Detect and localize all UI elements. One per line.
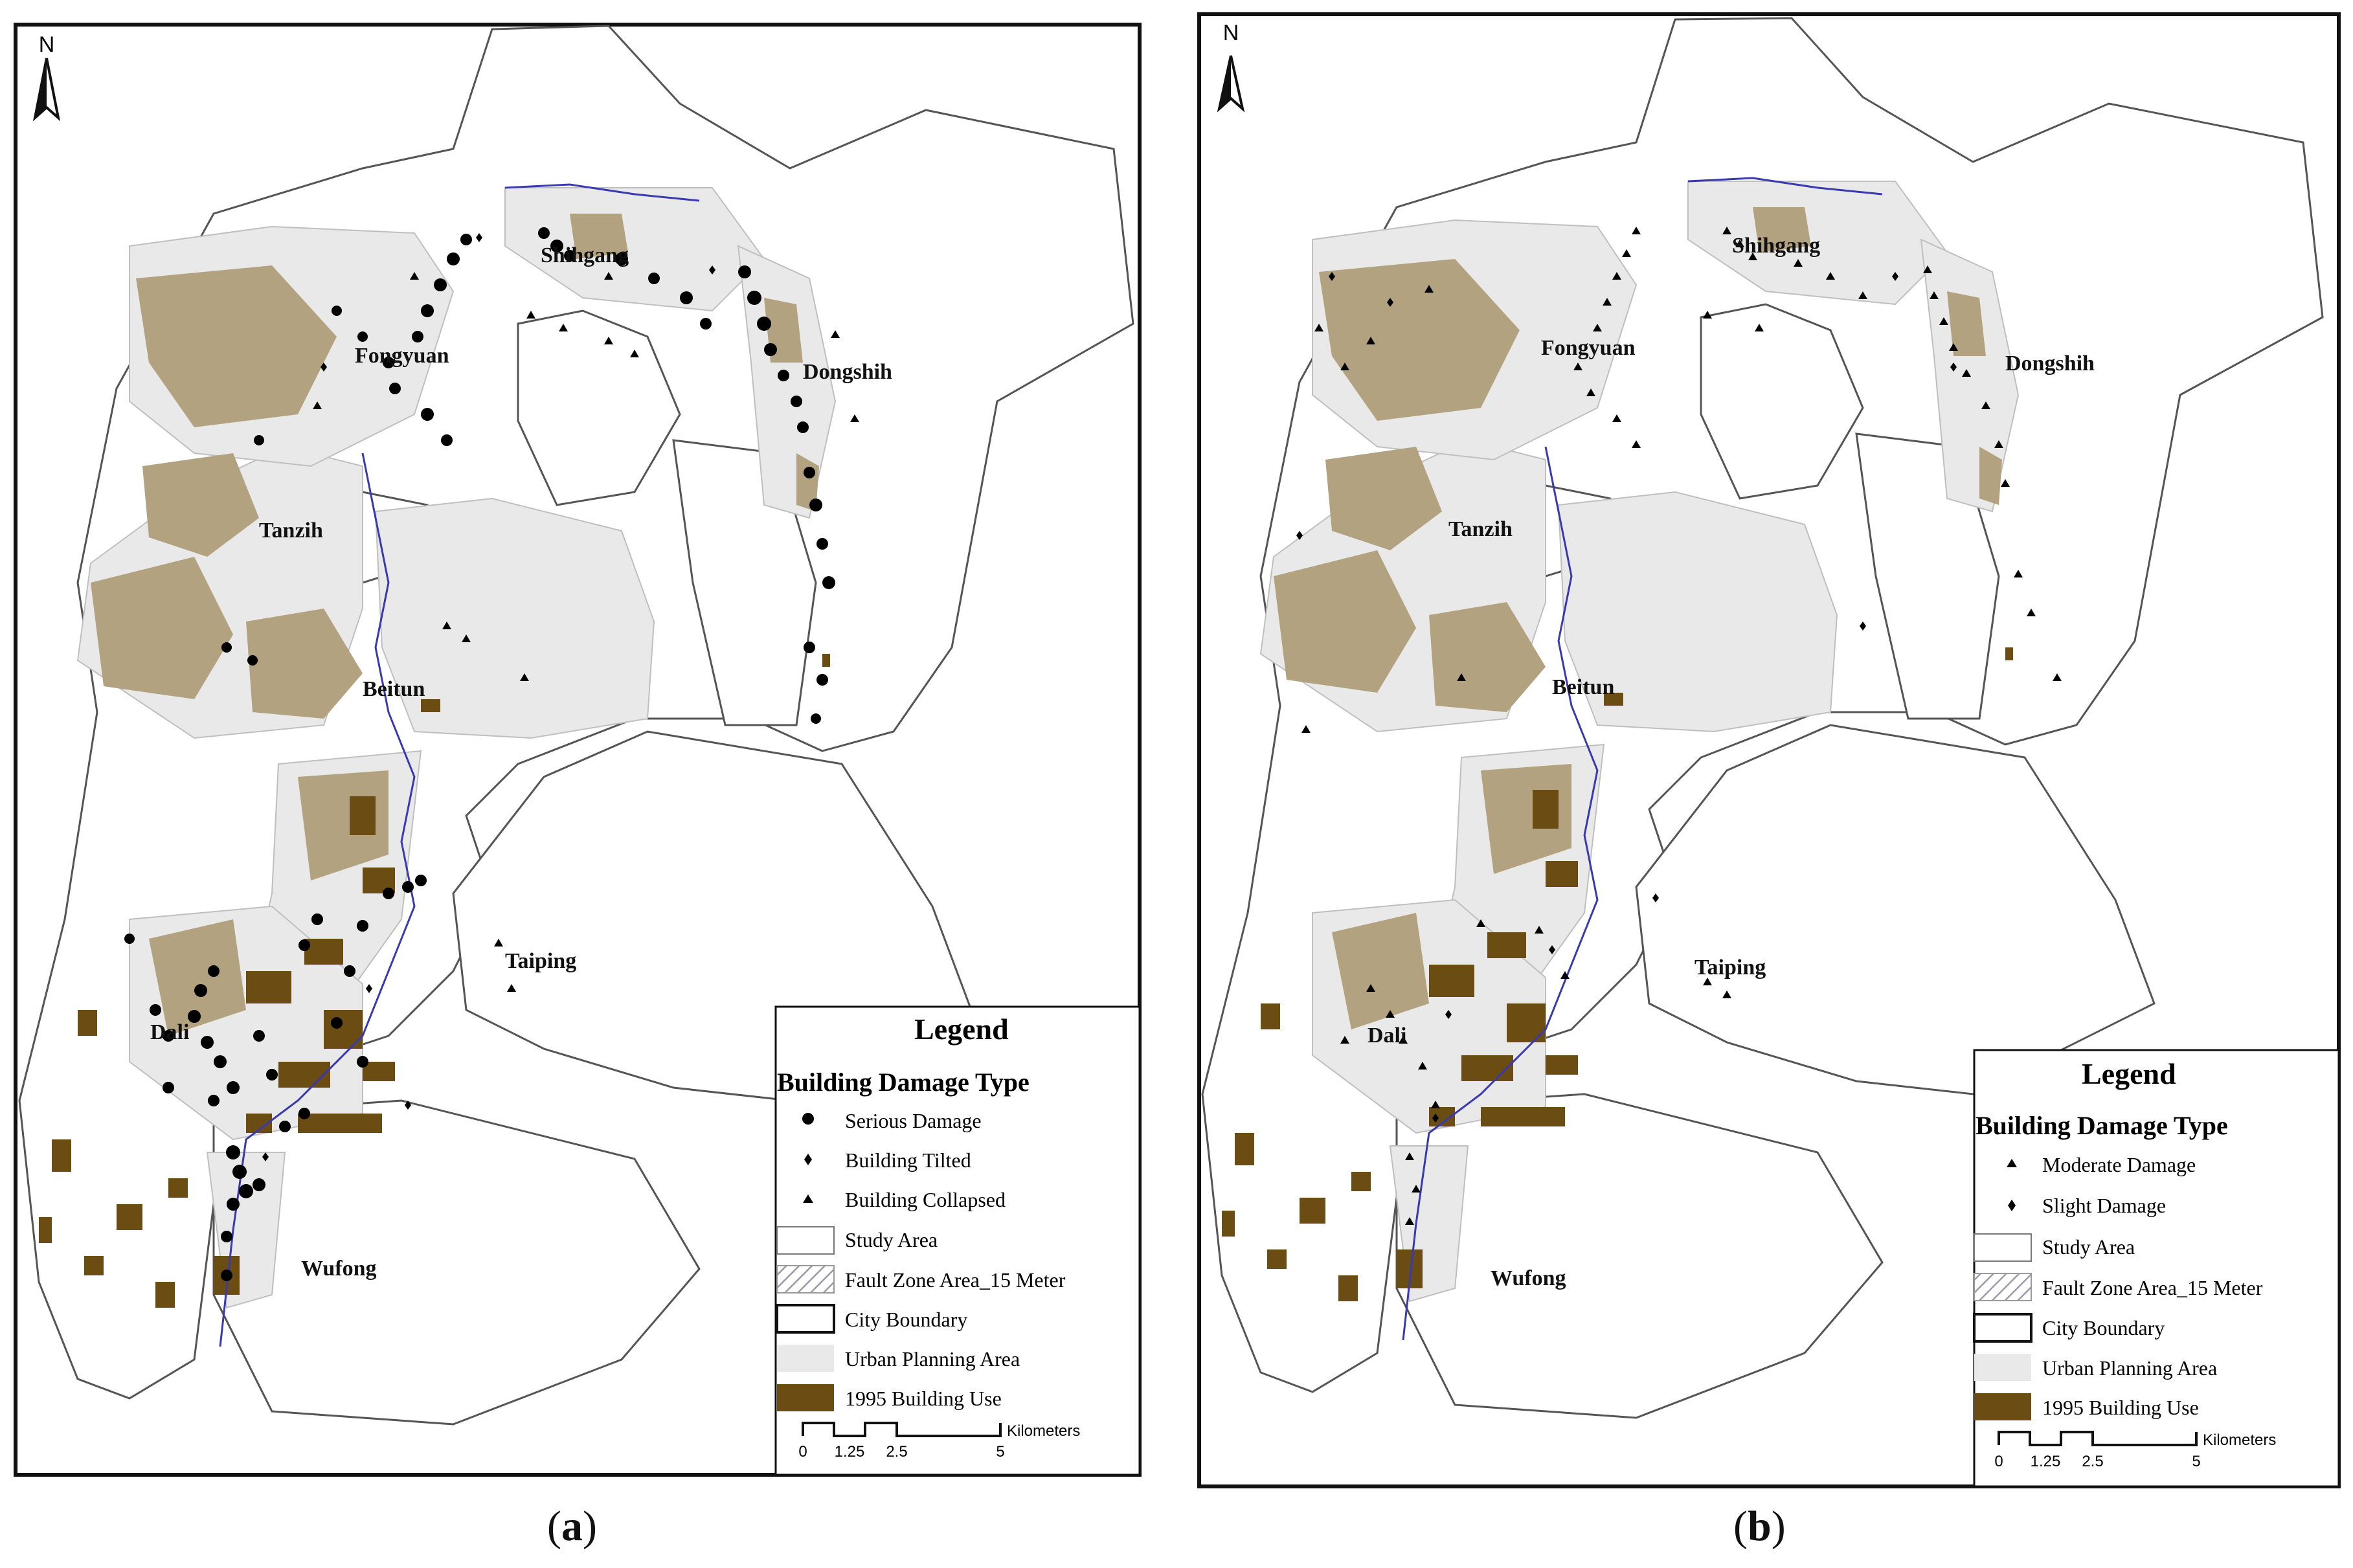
place-label-wufong: Wufong [1491, 1266, 1566, 1290]
north-arrow-icon: N [1217, 21, 1245, 113]
legend-symbol-moderate-damage [2007, 1159, 2017, 1167]
legend-label-study-area: Study Area [845, 1228, 938, 1251]
scale-unit: Kilometers [2203, 1431, 2276, 1449]
legend-symbol-building-use [777, 1384, 834, 1411]
legend-label-city-boundary: City Boundary [845, 1308, 967, 1331]
legend: Legend Building Damage Type Moderate Dam… [1973, 1049, 2340, 1488]
place-label-taiping: Taiping [505, 949, 576, 973]
scale-bar: Kilometers 0 1.25 2.5 5 [1994, 1431, 2276, 1470]
river [219, 183, 700, 1347]
building-collapsed-markers [313, 272, 859, 992]
legend-symbol-city-boundary [776, 1304, 835, 1334]
scale-tick-0: 0 [1994, 1453, 2003, 1470]
place-labels: Shihgang Fongyuan Dongshih Tanzih Beitun… [1368, 234, 2095, 1290]
map-panel-a: N Shihgang Fongyuan Dongshih Tanzih Beit… [0, 0, 1176, 1568]
legend-label-building-tilted: Building Tilted [845, 1148, 971, 1172]
legend-title: Legend [914, 1013, 1009, 1046]
scale-bar: Kilometers 0 1.25 2.5 5 [798, 1422, 1080, 1461]
building-use-light [1274, 207, 2002, 1029]
legend-symbol-building-collapsed [803, 1194, 813, 1203]
legend: Legend Building Damage Type Serious Dama… [774, 1005, 1141, 1476]
caption-b: (b) [1733, 1503, 1786, 1550]
place-label-dali: Dali [150, 1020, 189, 1044]
place-label-fongyuan: Fongyuan [355, 344, 449, 368]
moderate-damage-markers [1301, 227, 2062, 1225]
legend-symbol-urban-planning [777, 1345, 834, 1372]
legend-label-study-area: Study Area [2042, 1235, 2135, 1259]
building-use-light [91, 214, 819, 1036]
place-label-shihgang: Shihgang [541, 243, 629, 267]
place-label-fongyuan: Fongyuan [1541, 336, 1636, 360]
scale-tick-1: 1.25 [2031, 1453, 2061, 1470]
legend-label-moderate-damage: Moderate Damage [2042, 1153, 2196, 1176]
place-label-wufong: Wufong [301, 1257, 377, 1281]
scale-tick-3: 5 [2192, 1453, 2200, 1470]
legend-symbol-urban-planning [1974, 1354, 2031, 1381]
legend-symbol-slight-damage [2008, 1200, 2016, 1211]
north-label: N [1223, 21, 1239, 45]
place-label-beitun: Beitun [363, 677, 425, 701]
legend-symbol-study-area [776, 1226, 835, 1255]
legend-symbol-study-area [1974, 1233, 2032, 1262]
scale-tick-2: 2.5 [886, 1443, 907, 1461]
legend-label-urban-planning: Urban Planning Area [2042, 1356, 2217, 1380]
legend-label-slight-damage: Slight Damage [2042, 1194, 2166, 1217]
slight-damage-markers [1296, 272, 1957, 1123]
legend-label-fault-zone: Fault Zone Area_15 Meter [2042, 1276, 2263, 1299]
place-label-shihgang: Shihgang [1732, 234, 1820, 258]
caption-a: (a) [547, 1503, 597, 1550]
legend-label-building-collapsed: Building Collapsed [845, 1188, 1006, 1211]
place-label-beitun: Beitun [1552, 675, 1614, 699]
north-label: N [39, 32, 55, 57]
scale-tick-1: 1.25 [835, 1443, 865, 1461]
place-labels: Shihgang Fongyuan Dongshih Tanzih Beitun… [150, 243, 892, 1281]
north-arrow-icon: N [32, 32, 61, 122]
place-label-dongshih: Dongshih [803, 360, 892, 384]
place-label-dongshih: Dongshih [2005, 352, 2095, 375]
legend-symbol-building-use [1974, 1393, 2031, 1420]
place-label-taiping: Taiping [1694, 956, 1766, 980]
legend-label-city-boundary: City Boundary [2042, 1316, 2165, 1339]
map-a-svg: N Shihgang Fongyuan Dongshih Tanzih Beit… [14, 23, 1142, 1477]
place-label-tanzih: Tanzih [259, 519, 323, 543]
map-b-svg: N Shihgang Fongyuan Dongshih Tanzih Beit… [1197, 12, 2341, 1488]
legend-label-building-use: 1995 Building Use [845, 1387, 1002, 1410]
legend-subtitle: Building Damage Type [777, 1068, 1030, 1097]
map-panel-b: N Shihgang Fongyuan Dongshih Tanzih Beit… [1176, 0, 2353, 1568]
river [1402, 177, 1883, 1341]
legend-symbol-fault-zone [1974, 1273, 2032, 1301]
legend-label-serious-damage: Serious Damage [845, 1109, 982, 1132]
scale-tick-2: 2.5 [2082, 1453, 2103, 1470]
place-label-tanzih: Tanzih [1448, 517, 1513, 541]
legend-label-building-use: 1995 Building Use [2042, 1396, 2199, 1419]
building-tilted-markers [262, 233, 715, 1161]
scale-tick-3: 5 [996, 1443, 1004, 1461]
legend-title: Legend [2082, 1057, 2176, 1090]
legend-subtitle: Building Damage Type [1976, 1111, 2228, 1140]
scale-tick-0: 0 [798, 1443, 807, 1461]
legend-symbol-city-boundary [1973, 1313, 2032, 1343]
place-label-dali: Dali [1368, 1024, 1406, 1047]
legend-symbol-building-tilted [804, 1154, 812, 1165]
serious-damage-markers [124, 227, 835, 1281]
legend-symbol-serious-damage [802, 1113, 814, 1125]
scale-unit: Kilometers [1007, 1422, 1080, 1440]
legend-label-urban-planning: Urban Planning Area [845, 1347, 1020, 1371]
legend-symbol-fault-zone [776, 1265, 835, 1294]
legend-label-fault-zone: Fault Zone Area_15 Meter [845, 1268, 1066, 1292]
